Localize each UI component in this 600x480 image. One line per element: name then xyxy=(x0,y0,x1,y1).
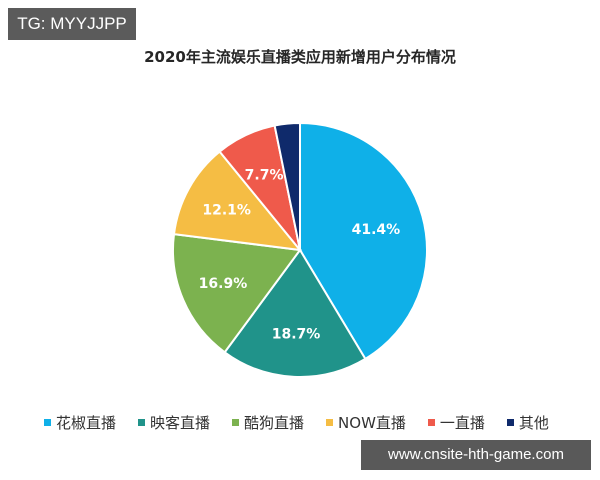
legend-label: 花椒直播 xyxy=(56,414,117,432)
legend-item: 映客直播 xyxy=(138,412,210,433)
pie-slice xyxy=(299,121,428,361)
pie-slice xyxy=(172,150,303,252)
legend-label: 一直播 xyxy=(439,414,485,432)
legend-swatch-icon xyxy=(44,419,51,426)
legend-item: 一直播 xyxy=(427,412,485,433)
watermark-top: TG: MYYJJPP xyxy=(8,8,136,40)
legend-item: NOW直播 xyxy=(326,412,406,433)
legend-swatch-icon xyxy=(326,419,334,426)
legend-item: 酷狗直播 xyxy=(232,412,304,433)
legend-label: 其他 xyxy=(518,414,549,432)
chart-legend: 花椒直播 映客直播 酷狗直播 NOW直播 一直播 其他 xyxy=(44,412,571,433)
legend-swatch-icon xyxy=(506,419,514,426)
chart-title: 2020年主流娱乐直播类应用新增用户分布情况 xyxy=(144,48,456,66)
slice-label: 7.7% xyxy=(245,167,284,183)
legend-item: 花椒直播 xyxy=(44,412,116,433)
legend-swatch-icon xyxy=(232,419,240,426)
watermark-bottom: www.cnsite-hth-game.com xyxy=(361,440,591,470)
pie-slice xyxy=(223,248,367,378)
legend-label: NOW直播 xyxy=(338,414,406,432)
slice-label: 16.9% xyxy=(199,276,248,292)
legend-label: 酷狗直播 xyxy=(244,414,305,432)
legend-swatch-icon xyxy=(427,419,435,426)
pie-slice xyxy=(172,232,302,354)
pie-slice xyxy=(273,121,301,251)
slice-label: 12.1% xyxy=(202,202,251,218)
legend-label: 映客直播 xyxy=(150,414,211,432)
slice-label: 41.4% xyxy=(352,222,401,238)
legend-swatch-icon xyxy=(138,419,146,426)
legend-item: 其他 xyxy=(506,412,549,433)
slice-label: 18.7% xyxy=(272,327,321,343)
